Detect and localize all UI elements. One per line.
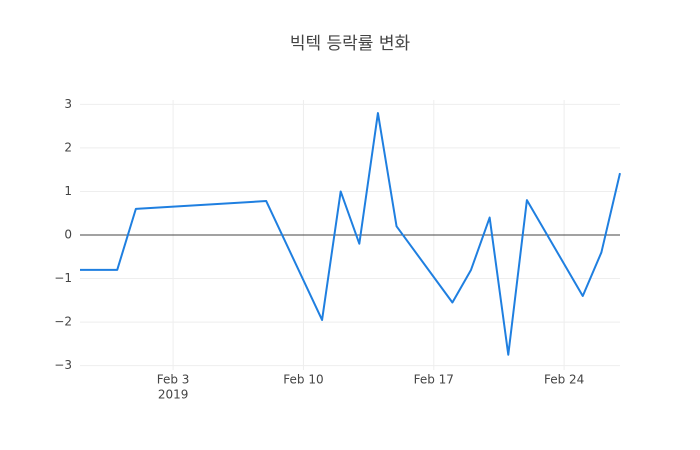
chart-title: 빅텍 등락률 변화 [290,34,411,54]
x-tick-label: Feb 3 [157,373,190,387]
data-line [80,112,621,356]
y-tick-label: 3 [64,97,72,111]
y-tick-label: −2 [54,315,72,329]
x-tick-label: Feb 24 [544,373,584,387]
x-tick-label: Feb 10 [283,373,323,387]
x-tick-label: Feb 17 [414,373,454,387]
y-tick-label: 1 [64,184,72,198]
x-year-label: 2019 [158,388,189,402]
y-tick-label: −3 [54,358,72,372]
y-tick-label: 2 [64,140,72,154]
y-tick-label: 0 [64,228,72,242]
y-tick-label: −1 [54,271,72,285]
